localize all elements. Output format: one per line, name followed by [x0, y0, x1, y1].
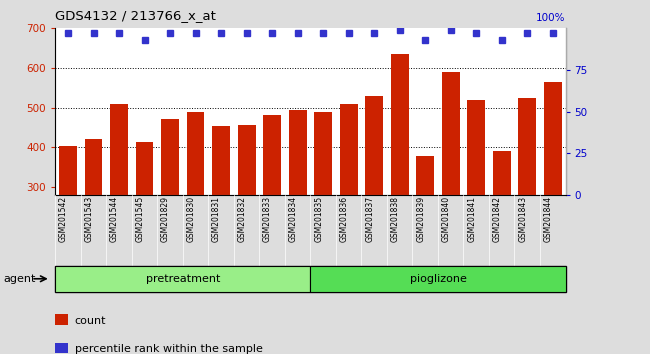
- Text: GSM201832: GSM201832: [238, 196, 246, 242]
- Text: GSM201840: GSM201840: [442, 196, 450, 242]
- Bar: [391, 54, 409, 306]
- Bar: [289, 109, 307, 306]
- Text: GDS4132 / 213766_x_at: GDS4132 / 213766_x_at: [55, 9, 216, 22]
- Bar: [55, 343, 68, 353]
- Bar: [161, 119, 179, 306]
- Text: GSM201842: GSM201842: [493, 196, 502, 242]
- Text: GSM201829: GSM201829: [161, 196, 170, 242]
- Text: 100%: 100%: [536, 13, 566, 23]
- Bar: [340, 104, 358, 306]
- Bar: [416, 156, 434, 306]
- Text: GSM201837: GSM201837: [365, 196, 374, 242]
- Bar: [84, 139, 103, 306]
- Bar: [311, 266, 566, 292]
- Bar: [59, 146, 77, 306]
- Bar: [55, 314, 68, 325]
- Text: pretreatment: pretreatment: [146, 274, 220, 284]
- Bar: [493, 151, 511, 306]
- Text: GSM201839: GSM201839: [416, 196, 425, 242]
- Bar: [55, 266, 311, 292]
- Text: GSM201545: GSM201545: [136, 196, 144, 242]
- Text: count: count: [75, 316, 106, 326]
- Text: GSM201544: GSM201544: [110, 196, 119, 242]
- Bar: [442, 72, 460, 306]
- Bar: [314, 112, 332, 306]
- Text: GSM201836: GSM201836: [340, 196, 348, 242]
- Text: GSM201838: GSM201838: [391, 196, 400, 242]
- Bar: [136, 142, 153, 306]
- Text: pioglizone: pioglizone: [410, 274, 467, 284]
- Bar: [263, 115, 281, 306]
- Text: GSM201835: GSM201835: [314, 196, 323, 242]
- Text: GSM201844: GSM201844: [544, 196, 552, 242]
- Text: GSM201833: GSM201833: [263, 196, 272, 242]
- Bar: [518, 98, 536, 306]
- Bar: [212, 126, 230, 306]
- Bar: [365, 96, 383, 306]
- Bar: [467, 101, 485, 306]
- Bar: [110, 104, 128, 306]
- Text: GSM201543: GSM201543: [84, 196, 94, 242]
- Text: GSM201843: GSM201843: [518, 196, 527, 242]
- Bar: [187, 112, 205, 306]
- Text: GSM201542: GSM201542: [59, 196, 68, 242]
- Text: GSM201830: GSM201830: [187, 196, 196, 242]
- Text: GSM201831: GSM201831: [212, 196, 221, 242]
- Text: agent: agent: [3, 274, 36, 284]
- Bar: [238, 125, 255, 306]
- Text: GSM201834: GSM201834: [289, 196, 298, 242]
- Bar: [544, 82, 562, 306]
- Text: GSM201841: GSM201841: [467, 196, 476, 242]
- Text: percentile rank within the sample: percentile rank within the sample: [75, 344, 263, 354]
